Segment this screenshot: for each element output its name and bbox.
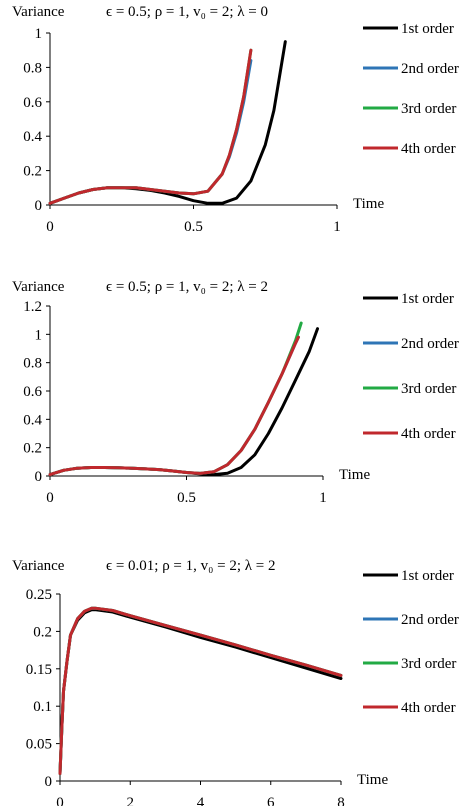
y-tick-label: 0.1 [33,699,52,715]
y-tick-label: 0.2 [23,164,42,180]
y-tick-label: 0 [35,469,43,485]
x-axis-label: Time [353,196,384,212]
x-tick-label: 4 [197,795,205,806]
y-tick-label: 0.25 [26,587,52,603]
legend-label: 4th order [401,141,456,157]
series-line-2nd-order [48,335,300,477]
x-tick-label: 0.5 [177,490,196,506]
y-tick-label: 0.4 [23,129,42,145]
y-tick-label: 0.8 [23,356,42,372]
y-tick-label: 0 [45,774,53,790]
series-line-3rd-order [58,606,343,775]
x-tick-label: 0 [56,795,64,806]
y-tick-label: 1 [35,26,43,42]
chart-panel-2: 0 0.2 0.4 0.6 0.8 1 1.2 0 0.5 1 Variance ϵ = 0.5; ρ… [12,279,459,506]
x-tick-label: 0 [46,490,54,506]
series-line-2nd-order [48,59,253,205]
x-tick-label: 0.5 [184,219,203,235]
x-tick-label: 1 [333,219,341,235]
legend-label: 4th order [401,700,456,716]
chart-panel-3: 0 0.05 0.1 0.15 0.2 0.25 0 2 4 6 8 Variance ϵ = 0.01… [12,558,459,806]
series-line-1st-order [48,327,319,477]
y-tick-label: 0.6 [23,95,42,111]
legend-label: 3rd order [401,656,456,672]
y-tick-label: 0.4 [23,412,42,428]
x-tick-label: 6 [267,795,275,806]
y-tick-label: 0.05 [26,737,52,753]
legend-label: 1st order [401,21,454,37]
y-axis-label: Variance [12,4,65,20]
x-axis-label: Time [339,467,370,483]
legend-label: 1st order [401,568,454,584]
y-tick-label: 0.15 [26,662,52,678]
series-line-3rd-order [48,321,303,477]
legend-label: 2nd order [401,336,459,352]
chart-panel-1: 0 0.2 0.4 0.6 0.8 1 0 0.5 1 Variance ϵ = 0.5; ρ = … [12,4,459,235]
y-tick-label: 0.6 [23,384,42,400]
legend-label: 4th order [401,426,456,442]
y-tick-label: 0 [35,198,43,214]
series-line-3rd-order [48,48,253,205]
legend-label: 2nd order [401,612,459,628]
series-line-2nd-order [58,606,343,775]
series-line-4th-order [58,606,343,775]
legend-label: 3rd order [401,381,456,397]
y-axis-label: Variance [12,558,65,574]
series-line-4th-order [48,48,253,205]
chart-title: ϵ = 0.01; ρ = 1, v₀ = 2; λ = 2 [106,558,275,574]
x-tick-label: 8 [337,795,345,806]
legend-label: 3rd order [401,101,456,117]
series-line-4th-order [48,335,300,477]
y-tick-label: 0.8 [23,60,42,76]
chart-title: ϵ = 0.5; ρ = 1, v₀ = 2; λ = 2 [106,279,268,295]
y-tick-label: 0.2 [23,441,42,457]
chart-title: ϵ = 0.5; ρ = 1, v₀ = 2; λ = 0 [106,4,268,20]
x-tick-label: 1 [319,490,327,506]
y-tick-label: 1 [35,327,43,343]
y-tick-label: 0.2 [33,624,52,640]
x-tick-label: 0 [46,219,54,235]
x-axis-label: Time [357,772,388,788]
y-tick-label: 1.2 [23,299,42,315]
legend-label: 1st order [401,291,454,307]
y-axis-label: Variance [12,279,65,295]
legend-label: 2nd order [401,61,459,77]
x-tick-label: 2 [127,795,135,806]
